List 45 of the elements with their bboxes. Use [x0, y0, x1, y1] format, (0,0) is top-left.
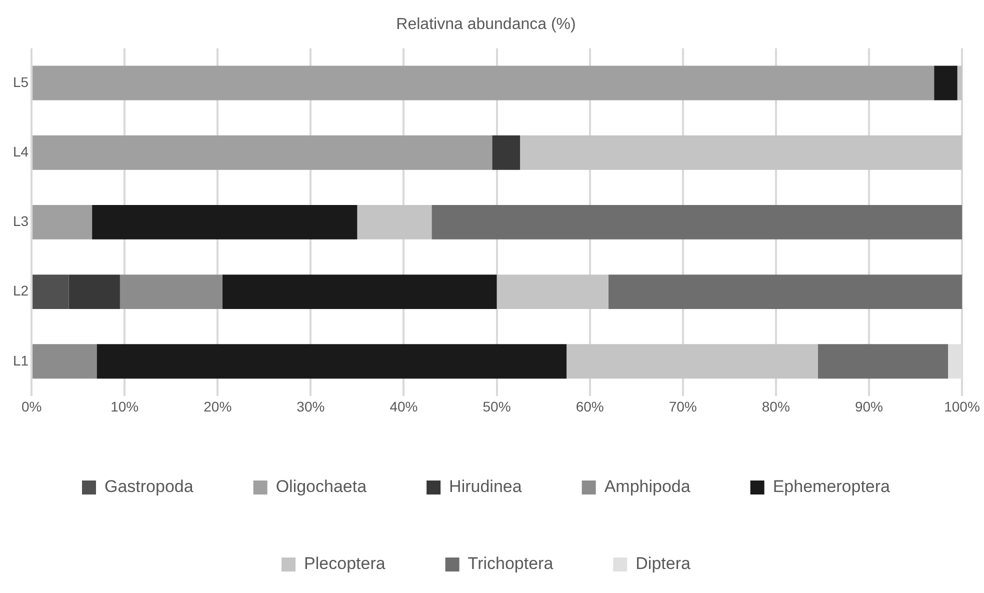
bar [357, 204, 432, 240]
legend-label: Oligochaeta [276, 477, 368, 496]
bar [32, 274, 69, 310]
bar [32, 344, 97, 379]
bar [32, 204, 92, 240]
bar [934, 66, 958, 100]
x-tick-label: 80% [762, 398, 790, 414]
x-tick-label: 100% [944, 398, 980, 414]
x-tick-label: 20% [204, 398, 232, 414]
y-tick-label: L1 [12, 352, 29, 368]
legend-label: Plecoptera [304, 554, 386, 574]
bar [32, 66, 934, 100]
bar [496, 274, 608, 310]
bar [68, 274, 120, 310]
bar [818, 344, 948, 379]
bar [96, 344, 567, 379]
bar [432, 204, 962, 240]
bar [566, 344, 818, 379]
bar [492, 135, 520, 170]
legend-label: Hirudinea [449, 477, 522, 496]
legend-label: Amphipoda [604, 477, 691, 496]
bar [92, 204, 358, 240]
y-tick-label: L2 [12, 282, 29, 299]
y-tick-label: L5 [12, 74, 29, 90]
bar [957, 66, 962, 100]
x-tick-label: 0% [21, 398, 42, 414]
bar [520, 135, 962, 170]
chart-title: Relativna abundanca (%) [396, 16, 576, 34]
x-tick-label: 10% [110, 398, 139, 414]
x-tick-label: 60% [576, 398, 604, 414]
x-tick-label: 50% [482, 398, 511, 414]
legend-label: Diptera [636, 554, 692, 574]
y-tick-label: L3 [12, 213, 29, 230]
x-tick-label: 40% [390, 398, 418, 414]
legend-label: Gastropoda [104, 477, 194, 496]
x-tick-label: 90% [854, 398, 883, 414]
x-tick-label: 30% [296, 398, 325, 414]
legend-label: Ephemeroptera [772, 477, 891, 496]
bar [32, 135, 492, 170]
bar [222, 274, 497, 310]
bar [608, 274, 962, 310]
legend-label: Trichoptera [468, 554, 554, 574]
bar [120, 274, 222, 310]
y-tick-label: L4 [12, 143, 29, 160]
x-tick-label: 70% [668, 398, 697, 414]
